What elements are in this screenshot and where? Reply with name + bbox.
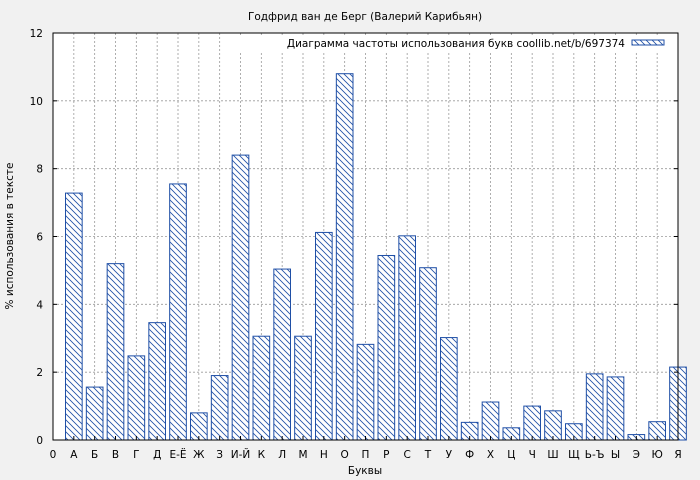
x-tick-label: П (362, 449, 370, 461)
y-tick-label: 6 (36, 232, 43, 244)
x-tick-label: Р (383, 449, 389, 461)
x-tick-label: Х (487, 449, 494, 461)
x-tick-label: Л (278, 449, 286, 461)
bar-11 (273, 268, 292, 441)
bar-5 (148, 322, 166, 441)
x-tick-label: Т (424, 449, 432, 461)
bar-2 (85, 386, 104, 441)
bar-21 (481, 401, 500, 441)
x-tick-label: Ы (611, 449, 620, 461)
bar-1 (65, 192, 83, 441)
bar-16 (377, 254, 396, 441)
bar-4 (127, 355, 146, 441)
bar-19 (440, 337, 458, 441)
bar-8 (210, 375, 229, 441)
x-tick-label: О (341, 449, 349, 461)
bar-17 (398, 235, 417, 441)
x-tick-label: Б (91, 449, 98, 461)
bar-14 (335, 73, 354, 441)
x-tick-label: Н (320, 449, 328, 461)
plot-frame (52, 32, 679, 441)
x-tick-label: З (216, 449, 223, 461)
legend: Диаграмма частоты использования букв coo… (240, 36, 672, 52)
bar-3 (106, 263, 125, 441)
axes (52, 32, 679, 441)
bar-23 (523, 405, 541, 441)
y-tick-label: 0 (36, 435, 43, 447)
bar-12 (294, 335, 312, 441)
x-tick-label: Ф (465, 449, 474, 461)
x-tick-label: Ж (193, 449, 205, 461)
x-tick-label: Е-Ё (169, 448, 186, 461)
x-tick-label: Э (633, 449, 640, 461)
x-tick-label: К (258, 449, 266, 461)
y-tick-label: 12 (30, 28, 43, 40)
bar-7 (190, 412, 208, 441)
x-tick-label: Ю (651, 449, 662, 461)
bar-10 (252, 335, 271, 441)
bar-26 (585, 373, 604, 441)
tick-labels: 0 2 4 6 8 10 12 0 А Б В Г Д Е-Ё Ж З И-Й К Л М Н О П Р С Т У Ф Х Ц Ч Ш Щ Ь… (30, 28, 682, 461)
x-tick-label: У (446, 449, 453, 461)
x-tick-label: Г (133, 449, 139, 461)
bar-24 (544, 410, 562, 441)
x-tick-label: А (70, 449, 78, 461)
y-axis-label: % использования в тексте (4, 163, 16, 310)
x-tick-label: Ш (547, 449, 558, 461)
y-tick-label: 4 (36, 299, 43, 311)
legend-box (240, 36, 672, 52)
x-tick-label: Щ (568, 449, 580, 461)
chart-title: Годфрид ван де Берг (Валерий Карибьян) (248, 11, 482, 23)
bar-9 (231, 154, 250, 441)
legend-label: Диаграмма частоты использования букв coo… (287, 38, 625, 50)
y-tick-label: 8 (36, 164, 43, 176)
bar-6 (169, 183, 187, 441)
bar-27 (606, 376, 625, 441)
bar-15 (356, 343, 375, 441)
x-tick-label: Ь-Ъ (585, 449, 605, 461)
y-tick-label: 2 (36, 367, 43, 379)
x-tick-label: М (298, 449, 307, 461)
legend-swatch (631, 39, 665, 46)
bar-13 (315, 231, 333, 441)
x-tick-label: Ц (507, 449, 515, 461)
x-tick-label: Ч (529, 449, 536, 461)
bar-18 (419, 267, 437, 441)
x-tick-label: С (403, 449, 410, 461)
x-origin-label: 0 (50, 449, 57, 461)
x-tick-label: В (112, 449, 119, 461)
x-tick-label: Я (674, 449, 681, 461)
y-tick-label: 10 (30, 96, 43, 108)
x-axis-label: Буквы (348, 465, 382, 477)
x-tick-label: И-Й (231, 448, 251, 461)
x-tick-label: Д (153, 449, 161, 461)
